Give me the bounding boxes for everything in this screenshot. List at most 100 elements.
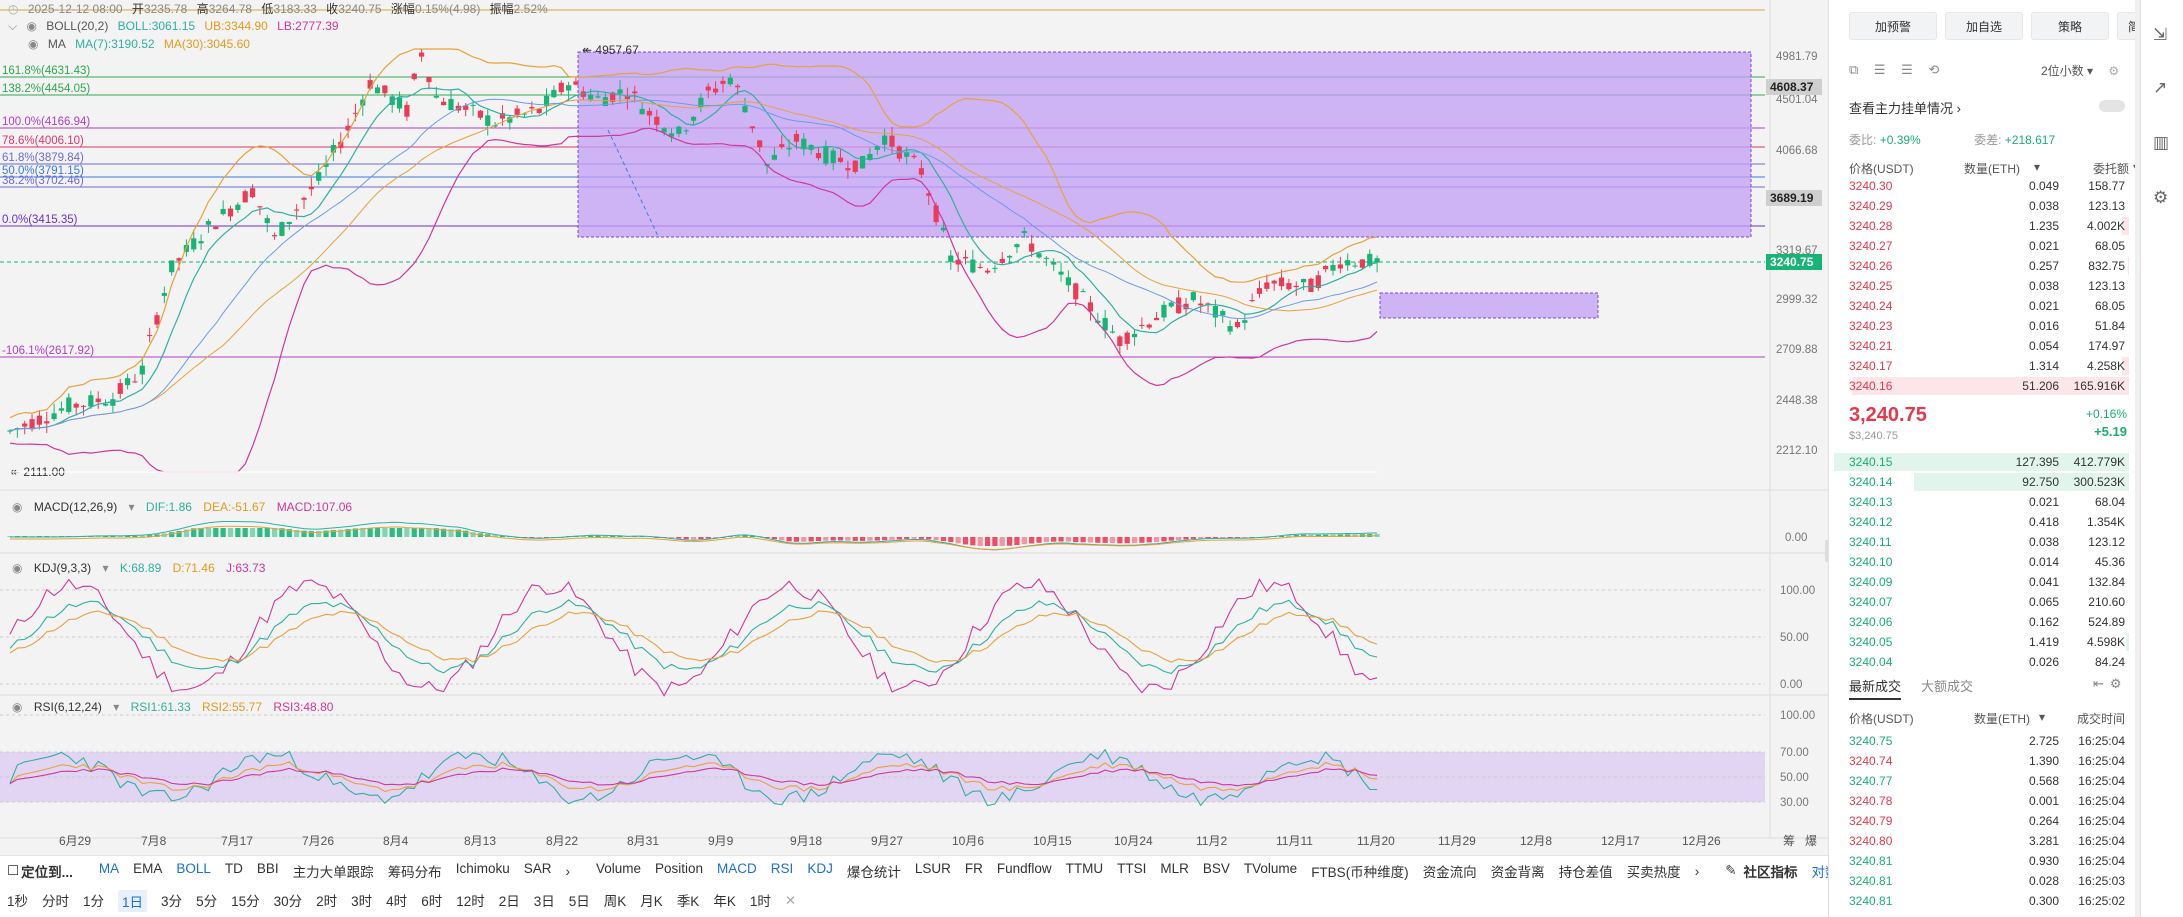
bids-row[interactable]: 3240.05 1.419 4.598K — [1829, 632, 2129, 652]
bids-row[interactable]: 3240.04 0.026 84.24 — [1829, 652, 2129, 672]
candle-body[interactable] — [441, 101, 447, 106]
candle-body[interactable] — [999, 258, 1005, 263]
interval-18[interactable]: 季K — [676, 894, 700, 909]
candle-body[interactable] — [1220, 310, 1226, 316]
export-icon[interactable]: ⇲ — [2153, 25, 2168, 44]
candle-body[interactable] — [419, 52, 425, 57]
candle-body[interactable] — [323, 163, 329, 167]
asks-row[interactable]: 3240.28 1.235 4.002K — [1829, 216, 2129, 236]
tab-large-trades[interactable]: 大额成交 — [1921, 679, 1974, 694]
candle-body[interactable] — [771, 154, 777, 160]
candle-body[interactable] — [610, 92, 616, 102]
candle-body[interactable] — [713, 88, 719, 93]
candle-body[interactable] — [294, 209, 300, 211]
candle-body[interactable] — [1242, 320, 1248, 323]
candle-body[interactable] — [316, 172, 322, 181]
candle-body[interactable] — [1278, 277, 1285, 287]
sub-indicator-0[interactable]: Volume — [595, 861, 642, 876]
panel-button-0[interactable]: 加预警 — [1849, 12, 1937, 40]
candle-body[interactable] — [198, 241, 204, 244]
main-orders-toggle[interactable] — [2099, 100, 2125, 112]
bids-row[interactable]: 3240.12 0.418 1.354K — [1829, 512, 2129, 532]
asks-row[interactable]: 3240.29 0.038 123.13 — [1829, 196, 2129, 216]
candle-body[interactable] — [1183, 303, 1189, 310]
candle-body[interactable] — [860, 156, 866, 169]
bids-row[interactable]: 3240.10 0.014 45.36 — [1829, 552, 2129, 572]
candle-body[interactable] — [1271, 280, 1277, 284]
community-indicator-button[interactable]: 社区指标 — [1743, 865, 1798, 880]
sub-indicator-5[interactable]: 爆仓统计 — [846, 865, 901, 880]
candle-body[interactable] — [1139, 324, 1145, 326]
candle-body[interactable] — [257, 206, 263, 208]
candle-body[interactable] — [132, 381, 138, 383]
candle-body[interactable] — [36, 415, 42, 425]
tab-latest-trades[interactable]: 最新成交 — [1849, 676, 1902, 700]
candle-body[interactable] — [1117, 336, 1123, 347]
candle-body[interactable] — [977, 266, 983, 268]
candle-body[interactable] — [558, 82, 564, 93]
candle-body[interactable] — [301, 197, 307, 200]
candle-body[interactable] — [1051, 261, 1057, 265]
indicator-0[interactable]: MA — [98, 861, 120, 876]
candle-body[interactable] — [1227, 326, 1233, 332]
interval-11[interactable]: 6时 — [421, 894, 443, 909]
candle-body[interactable] — [286, 221, 292, 224]
edit-icon[interactable]: ✎ — [1725, 863, 1737, 878]
indicator-8[interactable]: SAR — [523, 861, 552, 876]
eye-icon[interactable]: ◉ — [26, 19, 37, 33]
candle-body[interactable] — [808, 145, 814, 150]
collapse-handle[interactable] — [1825, 540, 1828, 562]
candle-body[interactable] — [801, 138, 807, 150]
candle-body[interactable] — [29, 419, 35, 430]
candle-body[interactable] — [66, 397, 72, 412]
candle-body[interactable] — [279, 222, 285, 236]
precision-select[interactable]: 2位小数 ▾ ⚙ — [2041, 64, 2120, 78]
candle-body[interactable] — [661, 128, 667, 133]
candle-body[interactable] — [617, 89, 623, 94]
candle-body[interactable] — [213, 226, 219, 230]
candle-body[interactable] — [1323, 265, 1329, 270]
candle-body[interactable] — [543, 95, 550, 106]
kline-chart[interactable]: 161.8%(4631.43) 138.2%(4454.05) 100.0%(416… — [0, 0, 1828, 855]
interval-13[interactable]: 2日 — [498, 894, 520, 909]
candle-body[interactable] — [815, 153, 822, 159]
trades-settings-icon[interactable]: ⇤⚙ — [2093, 676, 2128, 691]
bids-row[interactable]: 3240.14 92.750 300.523K — [1829, 472, 2129, 492]
interval-16[interactable]: 周K — [603, 894, 627, 909]
panel-button-2[interactable]: 策略 — [2031, 12, 2109, 40]
locate-button[interactable]: 定位到... — [21, 865, 73, 880]
candle-body[interactable] — [433, 95, 439, 98]
indicator-5[interactable]: 主力大单跟踪 — [292, 865, 374, 880]
candle-body[interactable] — [514, 108, 520, 115]
candle-body[interactable] — [1007, 255, 1013, 258]
collapse-icon[interactable]: ⌵ — [8, 19, 18, 33]
candle-body[interactable] — [1109, 331, 1116, 333]
candle-body[interactable] — [396, 97, 403, 109]
candle-body[interactable] — [1367, 253, 1373, 266]
candle-body[interactable] — [705, 86, 711, 91]
sub-indicator-11[interactable]: MLR — [1160, 861, 1189, 876]
bids-row[interactable]: 3240.09 0.041 132.84 — [1829, 572, 2129, 592]
more-icon[interactable]: › — [565, 863, 570, 879]
sub-indicator-14[interactable]: FTBS(币种维度) — [1311, 865, 1409, 880]
candle-body[interactable] — [940, 227, 947, 231]
candle-body[interactable] — [22, 423, 28, 427]
candle-body[interactable] — [58, 408, 65, 411]
candle-body[interactable] — [521, 113, 528, 115]
candle-body[interactable] — [220, 208, 226, 215]
candle-body[interactable] — [411, 73, 417, 80]
candle-body[interactable] — [749, 126, 755, 129]
eye-icon[interactable]: ◉ — [28, 37, 39, 51]
candle-body[interactable] — [404, 104, 410, 117]
candle-body[interactable] — [1286, 283, 1292, 290]
candle-body[interactable] — [683, 130, 689, 132]
interval-1[interactable]: 分时 — [42, 894, 70, 909]
candle-body[interactable] — [205, 221, 212, 225]
candle-body[interactable] — [367, 80, 373, 89]
indicator-7[interactable]: Ichimoku — [455, 861, 510, 876]
chart-area[interactable]: 161.8%(4631.43) 138.2%(4454.05) 100.0%(416… — [0, 0, 1828, 855]
candle-body[interactable] — [1073, 283, 1079, 300]
candle-body[interactable] — [933, 205, 939, 223]
candle-body[interactable] — [161, 292, 167, 296]
asks-row[interactable]: 3240.17 1.314 4.258K — [1829, 356, 2129, 376]
